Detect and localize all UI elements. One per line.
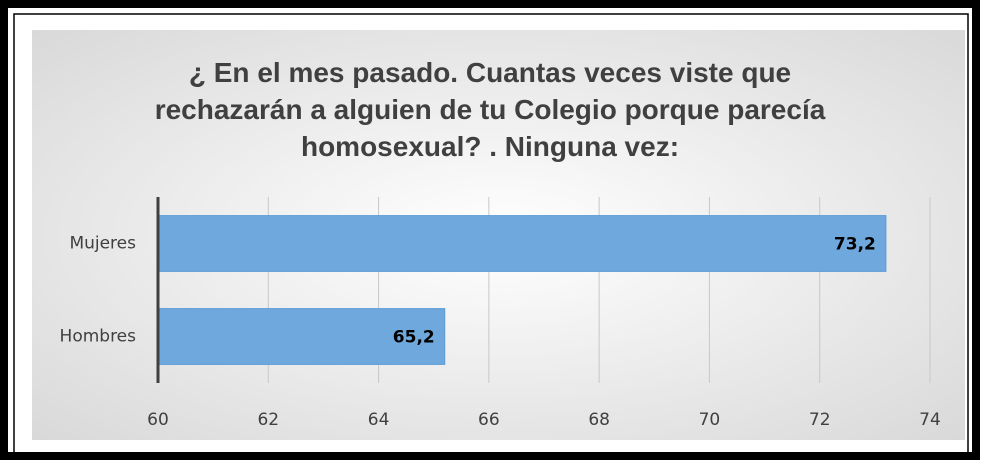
data-label: 65,2 bbox=[393, 328, 435, 348]
y-tick-label: Mujeres bbox=[69, 234, 136, 254]
x-tick-label: 68 bbox=[588, 410, 610, 430]
x-tick-label: 74 bbox=[919, 410, 941, 430]
frame-inner bbox=[13, 13, 969, 455]
x-tick-label: 70 bbox=[699, 410, 721, 430]
bar bbox=[157, 215, 887, 272]
x-tick-label: 62 bbox=[257, 410, 279, 430]
plot: 60 62 64 66 68 70 72 74 Mujeres 73,2 Hombres 65,2 bbox=[60, 197, 941, 430]
x-tick-label: 66 bbox=[478, 410, 500, 430]
y-tick-label: Hombres bbox=[60, 327, 137, 347]
x-tick-label: 72 bbox=[809, 410, 831, 430]
data-label: 73,2 bbox=[834, 235, 876, 255]
bar bbox=[157, 308, 446, 365]
chart-title: ¿ En el mes pasado. Cuantas veces viste … bbox=[154, 57, 826, 162]
x-tick-label: 64 bbox=[368, 410, 390, 430]
x-tick-label: 60 bbox=[147, 410, 169, 430]
